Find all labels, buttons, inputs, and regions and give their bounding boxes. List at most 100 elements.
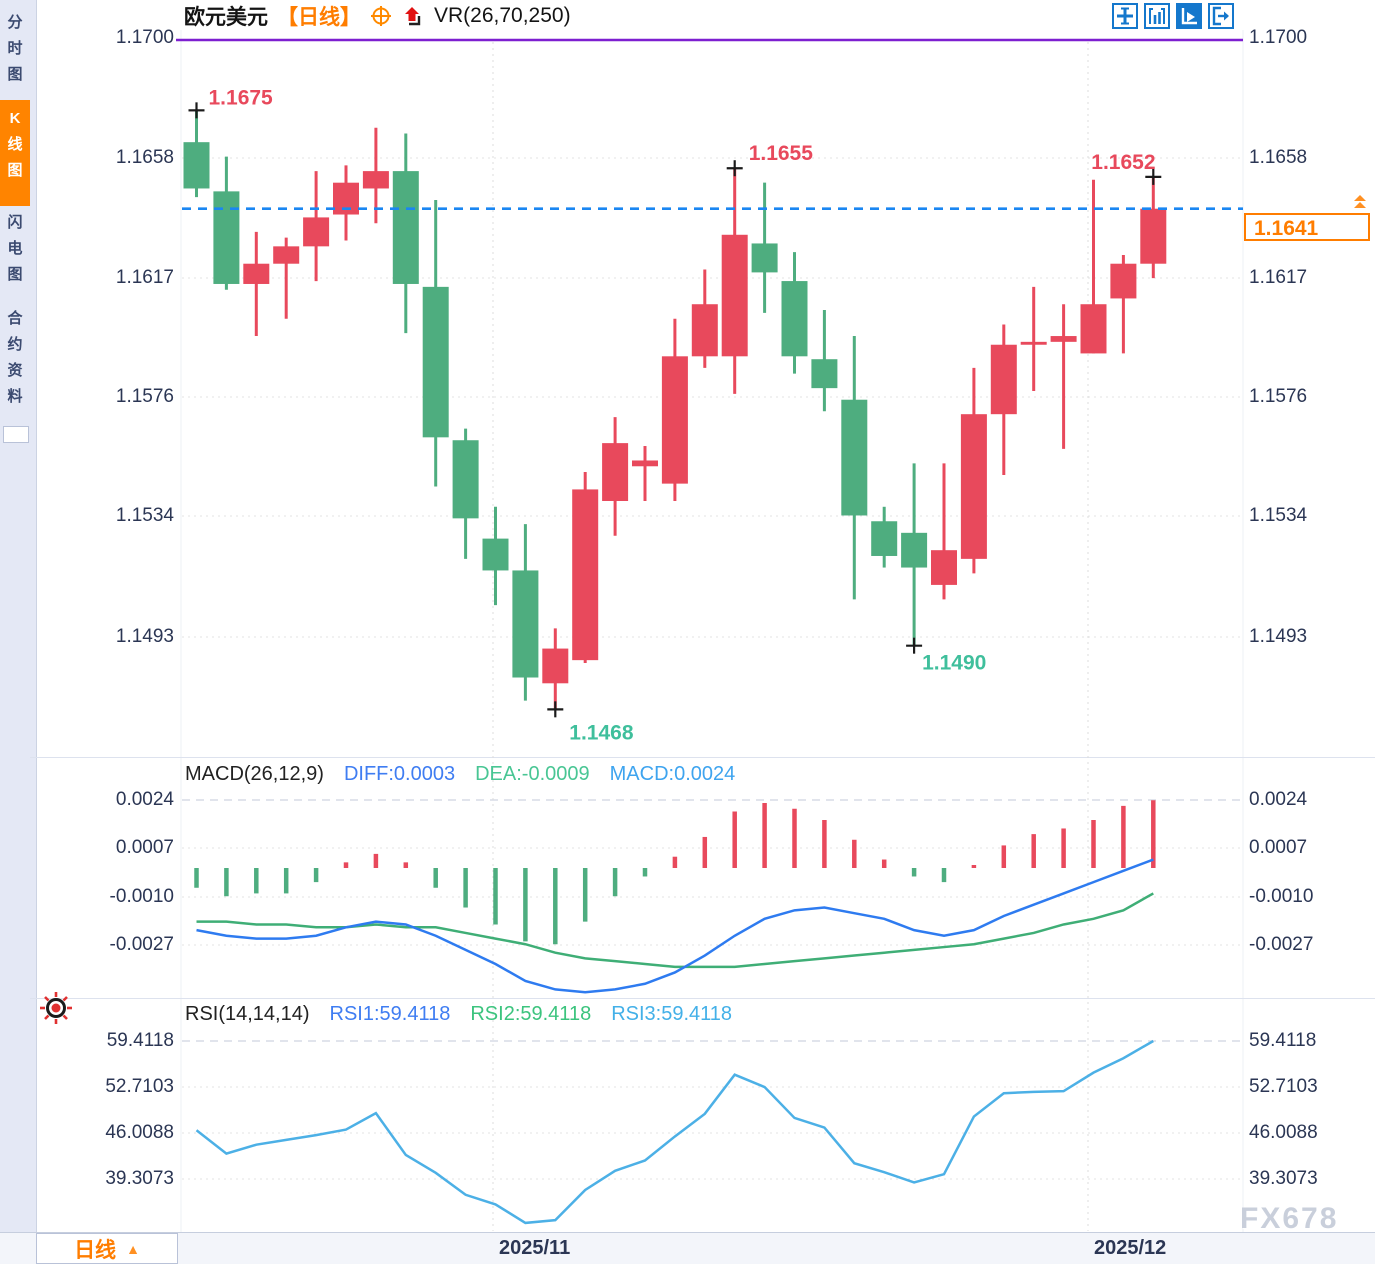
rsi-title: RSI(14,14,14) [185, 1003, 310, 1025]
candle-body[interactable] [422, 286, 449, 438]
sidebar-tab-char: 图 [7, 266, 23, 283]
rsi-axis-label-right: 46.0088 [1249, 1122, 1318, 1143]
sidebar-tab-char: 分 [7, 14, 23, 31]
axis-scale-icon[interactable] [1144, 3, 1170, 29]
price-axis-label-right: 1.1658 [1249, 147, 1308, 168]
red-up-arrow-icon[interactable] [401, 4, 425, 28]
price-axis-label-left: 1.1493 [115, 626, 174, 647]
price-axis-label-right: 1.1617 [1249, 267, 1308, 288]
sidebar-tab-char: 图 [7, 66, 23, 83]
rsi-axis-label-left: 52.7103 [105, 1076, 174, 1097]
sidebar-tab-char: 料 [7, 388, 23, 405]
candle-body[interactable] [781, 281, 808, 357]
price-axis-label-left: 1.1576 [115, 386, 174, 407]
diff-line [196, 858, 1154, 994]
candle-body[interactable] [542, 648, 569, 684]
price-axis-label-left: 1.1658 [115, 147, 174, 168]
sidebar-tab-3[interactable]: 闪电图 [0, 204, 30, 302]
macd-axis-label-left: -0.0010 [109, 886, 174, 907]
crosshair-target-icon[interactable] [370, 5, 392, 27]
rsi-axis-label-left: 59.4118 [106, 1030, 174, 1051]
sidebar-tab-4[interactable]: 合约资料 [0, 300, 30, 424]
candle-body[interactable] [871, 521, 898, 556]
candle-body[interactable] [183, 142, 210, 189]
price-axis-label-left: 1.1617 [115, 267, 174, 288]
candle-body[interactable] [362, 171, 389, 189]
macd-dea-value: DEA:-0.0009 [475, 763, 590, 785]
candle-body[interactable] [512, 570, 539, 678]
candle-body[interactable] [392, 171, 419, 284]
candle-body[interactable] [1140, 208, 1167, 264]
macd-macd-value: MACD:0.0024 [609, 763, 736, 785]
candle-body[interactable] [213, 191, 240, 284]
macd-header: MACD(26,12,9) DIFF:0.0003 DEA:-0.0009 MA… [185, 763, 735, 786]
candle-body[interactable] [482, 538, 509, 571]
price-annotation: 1.1652 [1091, 151, 1155, 174]
price-up-arrows-icon [1352, 194, 1368, 215]
candle-body[interactable] [273, 246, 300, 264]
candle-body[interactable] [841, 399, 868, 516]
candle-body[interactable] [1080, 304, 1107, 354]
candle-body[interactable] [990, 344, 1017, 415]
candle-body[interactable] [243, 263, 270, 284]
sidebar-tab-char: 电 [7, 240, 23, 257]
rsi-axis-label-right: 59.4118 [1249, 1030, 1317, 1051]
price-annotation: 1.1655 [749, 142, 814, 165]
sidebar-tab-char: 时 [7, 40, 23, 57]
candle-body[interactable] [811, 359, 838, 389]
chart-toolbar [1112, 3, 1234, 29]
rsi-axis-label-left: 39.3073 [105, 1168, 174, 1189]
sidebar-empty-box[interactable] [3, 426, 29, 443]
period-selector[interactable]: 日线 ▲ [36, 1233, 178, 1264]
price-annotation: 1.1490 [922, 652, 986, 675]
price-axis-label-right: 1.1534 [1249, 505, 1308, 526]
rsi-line [195, 1039, 1154, 1225]
pan-right-export-icon[interactable] [1208, 3, 1234, 29]
x-axis-date-label: 2025/12 [1094, 1237, 1167, 1259]
chart-header: 欧元美元 【日线】 VR(26,70,250) [184, 0, 571, 31]
candle-body[interactable] [452, 440, 479, 519]
current-price-box: 1.1641 [1244, 212, 1370, 241]
macd-axis-label-right: 0.0024 [1249, 789, 1308, 810]
bottom-bar: 日线 ▲ 2025/11 2025/12 [0, 1232, 1375, 1264]
axis-play-icon[interactable] [1176, 3, 1202, 29]
rsi2-value: RSI2:59.4118 [470, 1003, 592, 1025]
price-axis-label-left: 1.1700 [115, 27, 174, 48]
rsi-axis-label-left: 46.0088 [105, 1122, 174, 1143]
current-price-value: 1.1641 [1254, 216, 1319, 240]
candle-body[interactable] [960, 414, 987, 559]
price-axis-label-right: 1.1576 [1249, 386, 1308, 407]
sidebar-tab-1[interactable]: 分时图 [0, 4, 30, 102]
candle-body[interactable] [1110, 263, 1137, 299]
candle-body[interactable] [751, 243, 778, 273]
sidebar-tab-char: 线 [7, 136, 23, 153]
sun-indicator-icon [38, 990, 74, 1031]
price-annotation: 1.1675 [209, 86, 274, 109]
period-up-triangle-icon: ▲ [126, 1240, 140, 1257]
candle-body[interactable] [632, 460, 658, 467]
candle-body[interactable] [721, 234, 748, 357]
period-label: 日线 [74, 1238, 117, 1262]
macd-axis-label-right: -0.0027 [1249, 934, 1314, 955]
price-annotation: 1.1468 [569, 721, 634, 744]
candle-body[interactable] [1020, 341, 1047, 345]
sidebar-tab-char: K [9, 110, 21, 127]
candle-body[interactable] [901, 532, 928, 568]
candle-body[interactable] [661, 356, 688, 484]
candle-body[interactable] [1050, 336, 1077, 342]
macd-axis-label-right: -0.0010 [1249, 886, 1314, 907]
macd-axis-label-left: 0.0007 [115, 837, 174, 858]
sidebar-tab-char: 资 [7, 362, 23, 379]
price-axis-label-right: 1.1700 [1249, 27, 1308, 48]
candle-body[interactable] [931, 550, 957, 585]
sidebar-tab-char: 约 [7, 336, 23, 353]
candle-body[interactable] [602, 443, 629, 501]
move-crosshair-icon[interactable] [1112, 3, 1138, 29]
candle-body[interactable] [691, 304, 718, 357]
candle-body[interactable] [303, 217, 330, 247]
candle-body[interactable] [572, 489, 599, 661]
